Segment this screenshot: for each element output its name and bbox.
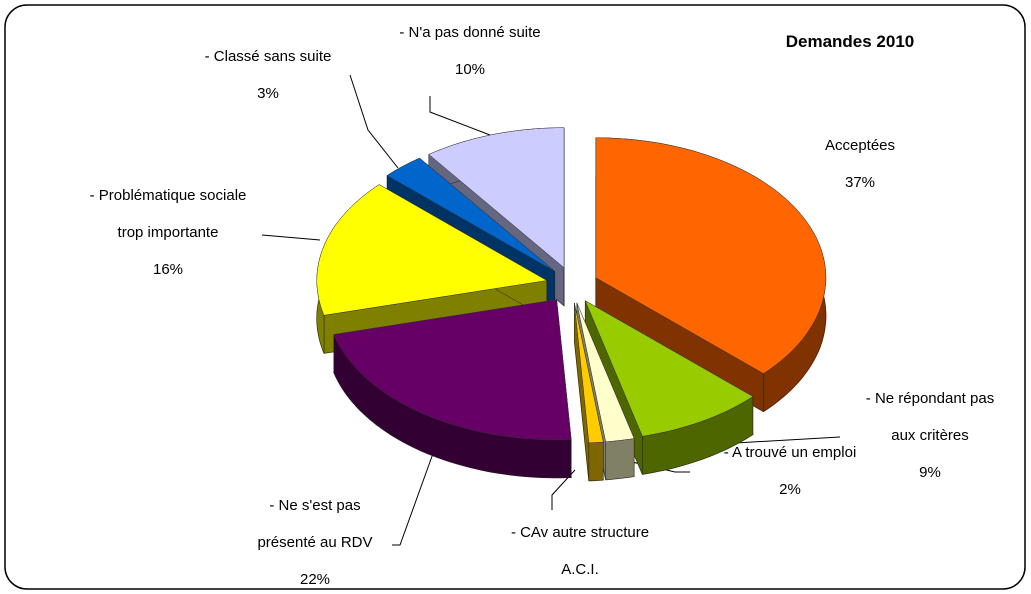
slice-top: [584, 300, 754, 437]
label-name: - CAv autre structure A.C.I.: [510, 524, 650, 578]
leader-line: [261, 234, 321, 241]
data-label: - N'a pas donné suite 10%: [370, 14, 570, 88]
slice-wall: [588, 441, 604, 482]
pie-slice: [573, 303, 604, 482]
label-value: 10%: [454, 61, 486, 78]
label-value: 22%: [299, 571, 331, 588]
data-label: - CAv autre structure A.C.I.: [500, 514, 660, 588]
slice-top: [333, 299, 572, 440]
label-name: - Problématique sociale trop importante: [89, 187, 247, 241]
data-label: - Ne répondant pas aux critères 9%: [860, 380, 1000, 491]
label-name: - N'a pas donné suite: [399, 24, 541, 41]
label-name: - Ne répondant pas aux critères: [865, 390, 995, 444]
label-value: 37%: [844, 174, 876, 191]
leader-line: [392, 447, 436, 546]
label-value: 2%: [779, 481, 801, 498]
slice-top: [595, 137, 827, 374]
data-label: - Problématique sociale trop importante 1…: [89, 177, 247, 288]
data-label: - Classé sans suite 3%: [168, 38, 368, 112]
data-label: Acceptées 37%: [780, 127, 940, 201]
data-label: - A trouvé un emploi 2%: [690, 434, 890, 508]
label-name: - A trouvé un emploi: [723, 444, 857, 461]
label-name: Acceptées: [824, 137, 896, 154]
pie-slice: [584, 300, 754, 475]
pie-slice: [595, 137, 827, 413]
slice-top: [428, 127, 565, 269]
data-label: - Ne s'est pas présenté au RDV 22%: [253, 487, 378, 594]
slice-top: [386, 157, 555, 272]
label-name: - Classé sans suite: [204, 48, 332, 65]
leader-line: [551, 469, 576, 510]
label-value: 3%: [257, 85, 279, 102]
slice-wall: [605, 438, 635, 481]
slice-top: [316, 184, 548, 316]
slice-top: [576, 302, 635, 443]
chart-title: Demandes 2010: [785, 32, 915, 51]
slice-top: [574, 303, 604, 444]
leader-line: [349, 74, 399, 169]
label-value: 9%: [919, 464, 941, 481]
label-value: 16%: [152, 261, 184, 278]
pie-slice: [333, 299, 572, 479]
label-name: - Ne s'est pas présenté au RDV: [257, 497, 373, 551]
leader-line: [429, 96, 491, 136]
